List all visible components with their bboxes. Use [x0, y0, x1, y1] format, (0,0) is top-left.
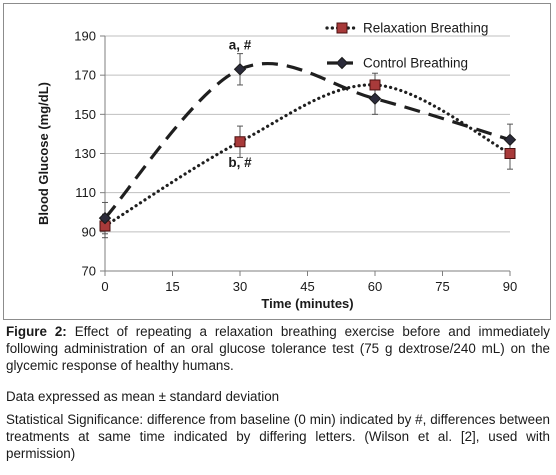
y-tick-label: 110 — [75, 185, 96, 200]
legend-control-label: Control Breathing — [363, 56, 468, 71]
relaxation-data-point — [234, 136, 246, 148]
y-tick-label: 90 — [82, 224, 96, 239]
control-data-point — [98, 211, 112, 225]
y-tick-label: 70 — [82, 264, 96, 279]
control-data-point — [368, 92, 382, 105]
legend: Relaxation Breathing Control Breathing — [325, 21, 488, 71]
label-layer: a, # b, # — [228, 38, 252, 170]
y-axis-title: Blood Glucose (mg/dL) — [36, 82, 51, 225]
control-data-point — [233, 63, 247, 76]
y-tick-label: 130 — [74, 146, 96, 161]
x-tick-label: 75 — [435, 279, 449, 294]
axis-layer: 70 90 110 130 150 170 190 0 15 30 45 60 75 90 Time (mi… — [36, 29, 517, 312]
x-tick-label: 45 — [300, 279, 314, 294]
control-data-point — [503, 133, 517, 146]
series-layer — [98, 53, 517, 239]
legend-control-marker — [335, 56, 349, 70]
x-tick-label: 60 — [368, 279, 382, 294]
grid-layer — [105, 35, 510, 233]
relaxation-data-point — [369, 79, 381, 91]
x-axis-title: Time (minutes) — [261, 296, 353, 311]
y-tick-label: 190 — [74, 29, 96, 44]
glucose-line-chart: 70 90 110 130 150 170 190 0 15 30 45 60 75 90 Time (mi… — [36, 21, 517, 312]
y-tick-label: 170 — [74, 68, 96, 83]
caption-text: Effect of repeating a relaxation breathi… — [6, 324, 550, 373]
control-series-line — [103, 62, 511, 220]
data-note: Data expressed as mean ± standard deviat… — [6, 389, 280, 404]
x-tick-label: 90 — [503, 279, 517, 294]
legend-relaxation-marker — [336, 22, 348, 34]
y-tick-label: 150 — [74, 107, 96, 122]
legend-relaxation-label: Relaxation Breathing — [363, 21, 488, 36]
figure-caption: Figure 2: Effect of repeating a relaxati… — [6, 323, 550, 374]
chart-frame: 70 90 110 130 150 170 190 0 15 30 45 60 75 90 Time (mi… — [3, 3, 551, 320]
figure-label: Figure 2: — [6, 324, 67, 339]
x-tick-label: 30 — [233, 279, 247, 294]
significance-annotation: b, # — [228, 155, 252, 170]
significance-annotation: a, # — [229, 38, 252, 53]
x-tick-label: 15 — [165, 279, 179, 294]
relaxation-data-point — [504, 148, 516, 159]
x-tick-label: 0 — [101, 279, 108, 294]
significance-note: Statistical Significance: difference fro… — [6, 412, 550, 461]
relaxation-series-line — [103, 83, 512, 228]
